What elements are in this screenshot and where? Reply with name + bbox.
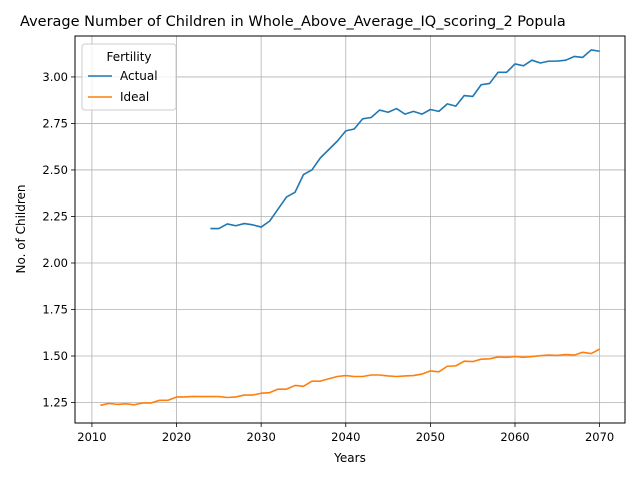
x-axis-ticks: 2010 2020 2030 2040 2050 2060 2070 [77,423,614,444]
series-lines [100,49,600,407]
y-tick-label: 2.75 [42,116,68,130]
y-tick-label: 3.00 [42,70,68,84]
x-tick-label: 2020 [162,430,191,444]
x-tick-label: 2040 [331,430,360,444]
chart-title: Average Number of Children in Whole_Abov… [20,14,566,30]
y-tick-label: 1.75 [42,303,68,317]
y-tick-label: 1.50 [42,349,68,363]
grid [75,36,625,423]
legend-box [81,43,177,111]
legend-label-actual: Actual [120,69,158,83]
y-tick-label: 1.25 [42,396,68,410]
legend-title: Fertility [106,50,151,64]
y-tick-label: 2.25 [42,209,68,223]
x-tick-label: 2060 [500,430,529,444]
series-line-actual [210,49,600,230]
legend-label-ideal: Ideal [120,90,149,104]
y-axis-label: No. of Children [14,184,28,273]
x-axis-label: Years [333,451,366,465]
y-tick-label: 2.50 [42,163,68,177]
x-tick-label: 2070 [585,430,614,444]
y-tick-label: 2.00 [42,256,68,270]
y-axis-ticks: 1.25 1.50 1.75 2.00 2.25 2.50 2.75 3.00 [42,70,75,410]
x-tick-label: 2030 [247,430,276,444]
legend: Fertility Actual Ideal [81,43,177,111]
x-tick-label: 2050 [416,430,445,444]
x-tick-label: 2010 [77,430,106,444]
plot-frame [74,35,626,424]
series-line-ideal [100,348,600,407]
